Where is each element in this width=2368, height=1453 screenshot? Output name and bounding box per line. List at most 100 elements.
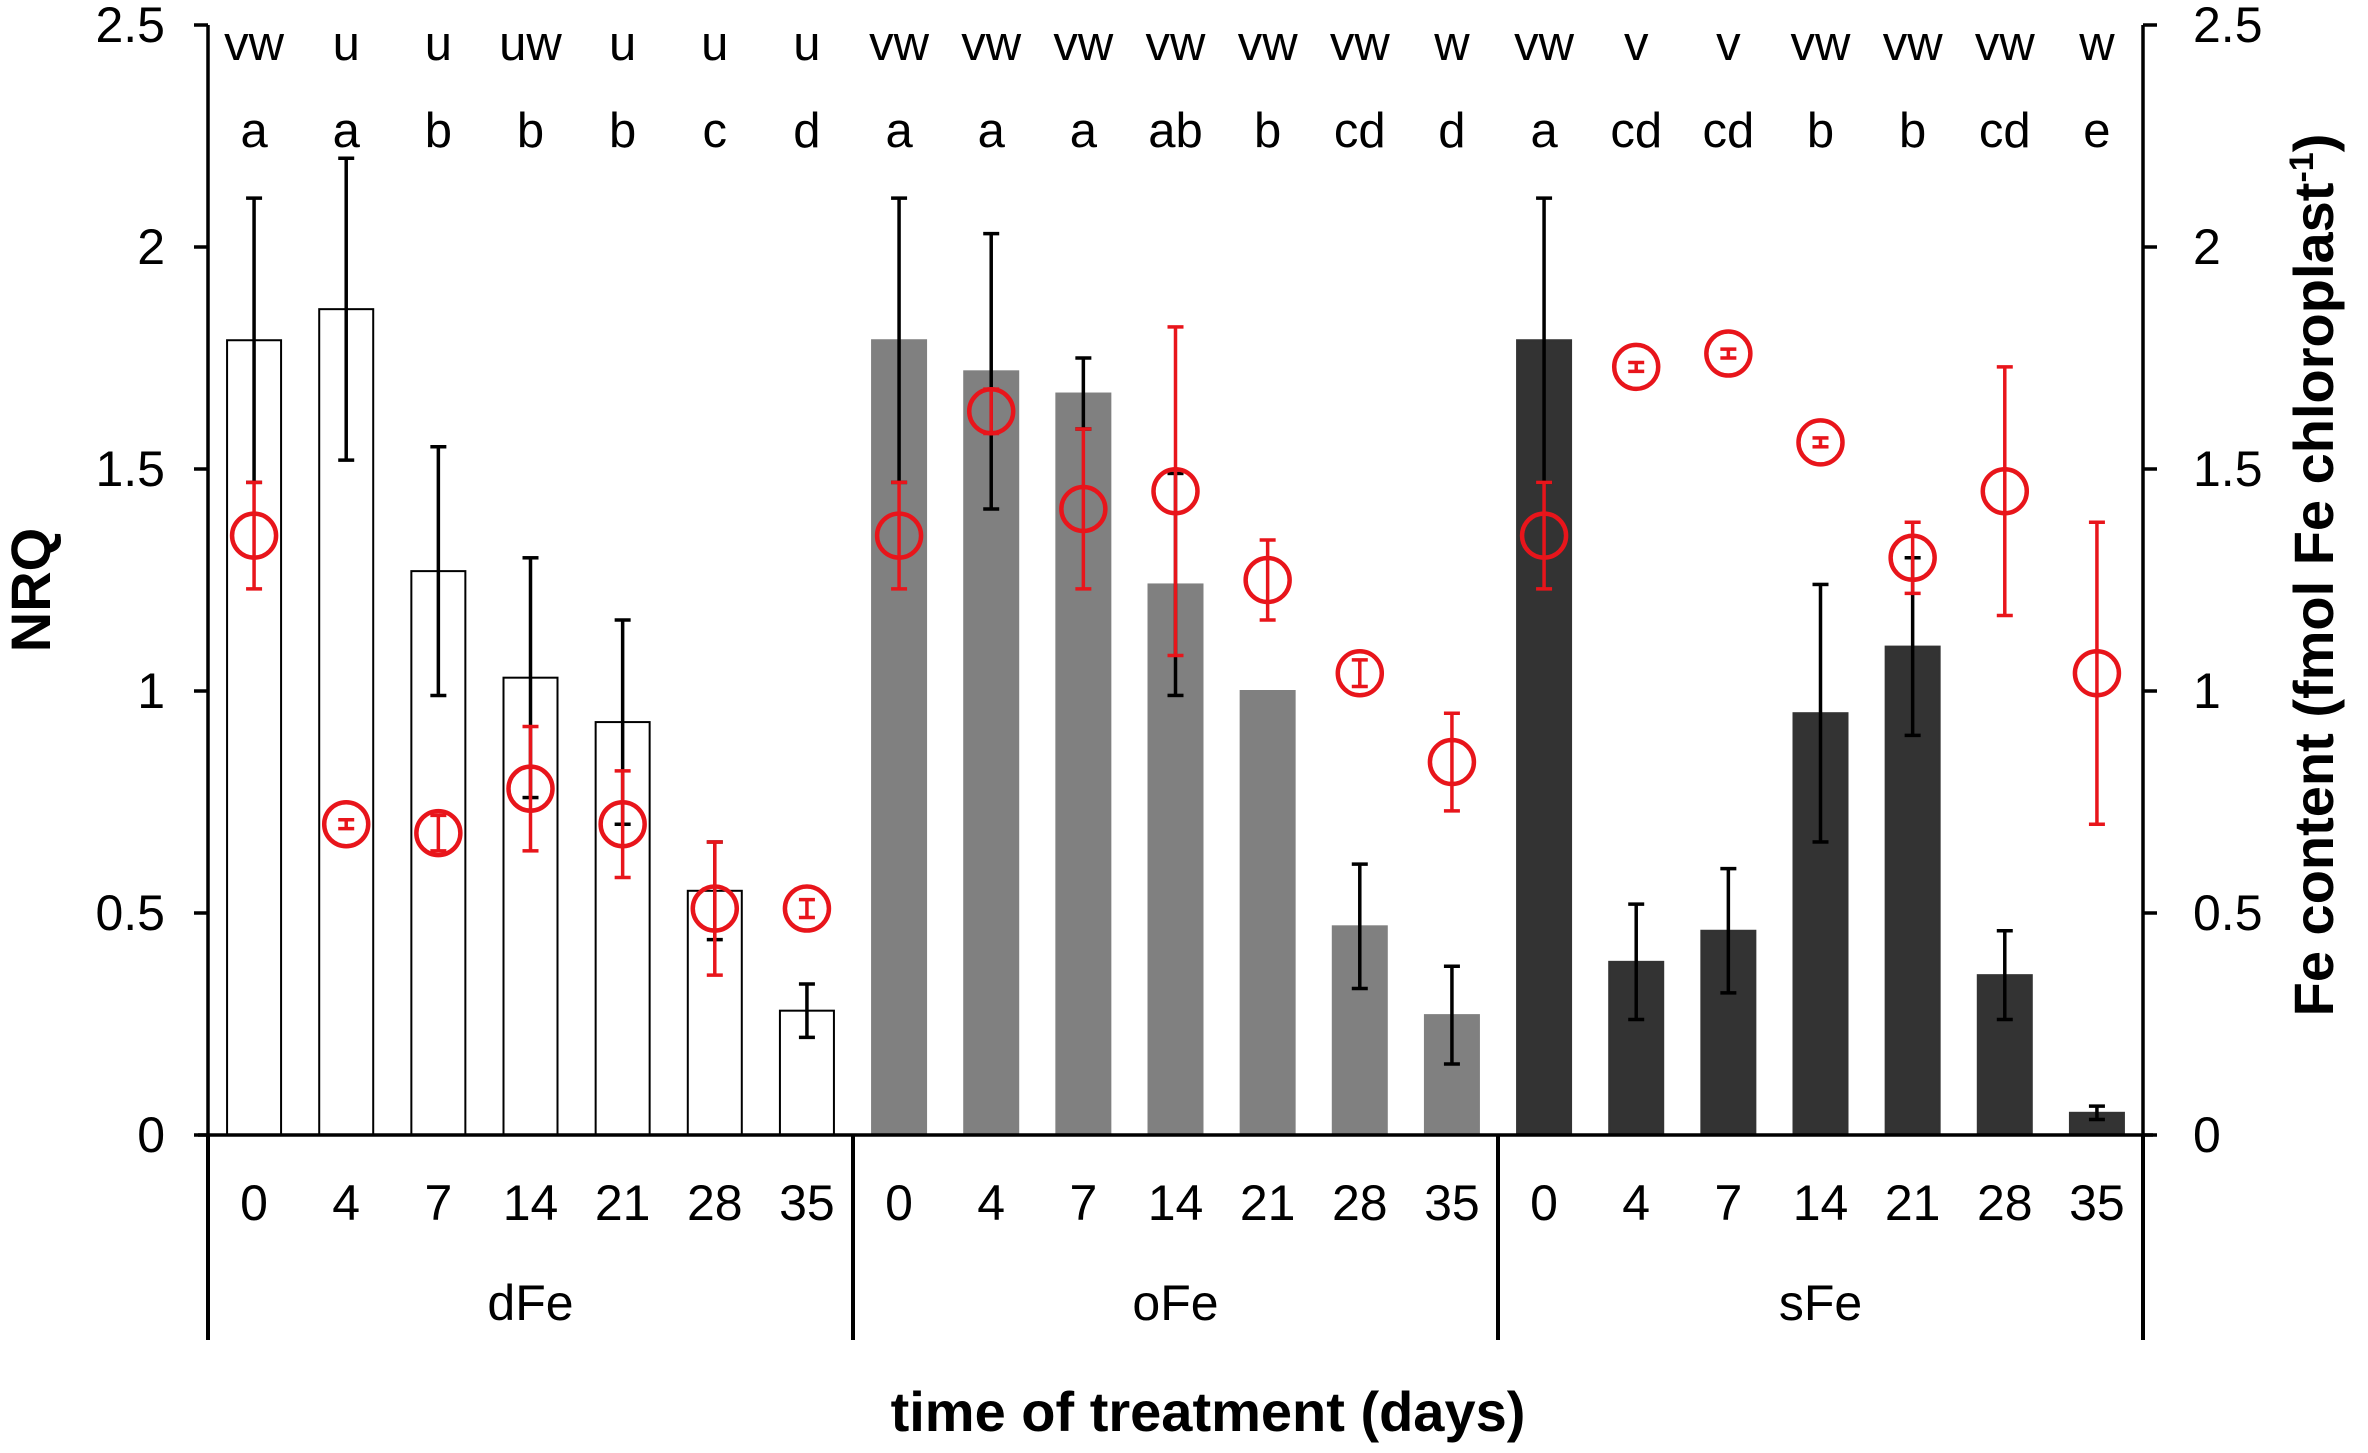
fe-content-markers <box>229 325 2122 977</box>
nrq-error-bar-sFe-day-4 <box>1628 902 1645 1022</box>
letter-bottom-oFe-day-28: cd <box>1334 104 1386 158</box>
letter-bottom-dFe-day-14: b <box>517 104 544 158</box>
letter-top-oFe-day-7: vw <box>1053 17 1114 71</box>
fe-error-bar-sFe-day-4 <box>1628 360 1645 374</box>
fe-error-bar-sFe-day-7 <box>1720 347 1737 360</box>
fe-error-bar-dFe-day-7 <box>430 813 447 853</box>
x-tick-label-oFe-day-4: 4 <box>977 1175 1005 1231</box>
letter-top-oFe-day-4: vw <box>961 17 1022 71</box>
x-tick-label-dFe-day-14: 14 <box>503 1175 559 1231</box>
x-tick-label-oFe-day-7: 7 <box>1069 1175 1097 1231</box>
letter-bottom-dFe-day-0: a <box>240 104 268 158</box>
fe-error-bar-dFe-day-35 <box>798 897 815 920</box>
letter-bottom-sFe-day-0: a <box>1530 104 1558 158</box>
x-axis-title: time of treatment (days) <box>891 1380 1526 1443</box>
y2-axis-title-superscript: -1 <box>2283 152 2321 182</box>
y-tick-label-4: 2 <box>137 219 165 275</box>
x-tick-label-oFe-day-0: 0 <box>885 1175 913 1231</box>
fe-error-bar-sFe-day-14 <box>1812 436 1829 449</box>
nrq-error-bar-oFe-day-4 <box>983 231 1000 511</box>
letter-top-sFe-day-4: v <box>1624 17 1649 71</box>
fe-error-bar-oFe-day-4 <box>983 387 1000 436</box>
nrq-error-bar-sFe-day-7 <box>1720 866 1737 995</box>
letter-bottom-oFe-day-7: a <box>1070 104 1098 158</box>
letter-top-oFe-day-21: vw <box>1238 17 1299 71</box>
letter-top-sFe-day-0: vw <box>1514 17 1575 71</box>
x-tick-label-oFe-day-35: 35 <box>1424 1175 1480 1231</box>
y2-tick-label-2: 1 <box>2193 663 2221 719</box>
group-label-dFe: dFe <box>487 1275 573 1331</box>
letter-top-dFe-day-7: u <box>425 17 452 71</box>
letter-top-sFe-day-28: vw <box>1975 17 2036 71</box>
x-tick-label-sFe-day-0: 0 <box>1530 1175 1558 1231</box>
nrq-error-bar-oFe-day-35 <box>1443 964 1460 1066</box>
letter-bottom-oFe-day-4: a <box>978 104 1006 158</box>
x-tick-label-sFe-day-14: 14 <box>1793 1175 1849 1231</box>
fe-error-bar-dFe-day-28 <box>706 840 723 977</box>
fe-error-bar-dFe-day-0 <box>246 480 263 591</box>
y2-tick-label-5: 2.5 <box>2193 0 2263 53</box>
letter-top-oFe-day-14: vw <box>1146 17 1207 71</box>
letter-bottom-oFe-day-14: ab <box>1148 104 1203 158</box>
x-tick-label-dFe-day-0: 0 <box>240 1175 268 1231</box>
fe-error-bar-dFe-day-14 <box>522 724 539 853</box>
y2-tick-label-0: 0 <box>2193 1107 2221 1163</box>
y-tick-label-0: 0 <box>137 1107 165 1163</box>
nrq-error-bar-oFe-day-28 <box>1351 862 1368 991</box>
letter-bottom-dFe-day-4: a <box>333 104 361 158</box>
fe-error-bar-sFe-day-21 <box>1904 520 1921 596</box>
axes-layer <box>194 23 2157 1340</box>
fe-error-bar-oFe-day-7 <box>1075 427 1092 591</box>
nrq-error-bar-sFe-day-35 <box>2088 1104 2105 1122</box>
letter-top-oFe-day-35: w <box>1433 17 1470 71</box>
fe-marker-sFe-day-14 <box>1796 418 1845 467</box>
x-tick-label-dFe-day-4: 4 <box>332 1175 360 1231</box>
letter-bottom-sFe-day-14: b <box>1807 104 1834 158</box>
x-tick-label-oFe-day-21: 21 <box>1240 1175 1296 1231</box>
letter-top-sFe-day-35: w <box>2078 17 2115 71</box>
x-tick-label-sFe-day-7: 7 <box>1714 1175 1742 1231</box>
x-tick-label-sFe-day-4: 4 <box>1622 1175 1650 1231</box>
bar-oFe-day-21 <box>1239 690 1296 1136</box>
x-tick-label-sFe-day-35: 35 <box>2069 1175 2125 1231</box>
y2-axis-title-main: Fe content (fmol Fe chloroplast <box>2282 183 2345 1017</box>
fe-error-bar-oFe-day-35 <box>1443 711 1460 813</box>
letter-bottom-dFe-day-7: b <box>425 104 452 158</box>
labels-layer: vwa0ua4ub7uwb14ub21uc28ud35dFevwa0vwa4vw… <box>95 0 2262 1331</box>
letter-top-sFe-day-14: vw <box>1791 17 1852 71</box>
letter-bottom-sFe-day-28: cd <box>1979 104 2031 158</box>
x-tick-label-sFe-day-28: 28 <box>1977 1175 2033 1231</box>
fe-error-bar-oFe-day-21 <box>1259 538 1276 622</box>
x-tick-label-sFe-day-21: 21 <box>1885 1175 1941 1231</box>
fe-error-bar-sFe-day-0 <box>1536 480 1553 591</box>
fe-marker-sFe-day-7 <box>1704 329 1753 378</box>
letter-top-dFe-day-4: u <box>333 17 360 71</box>
letter-bottom-sFe-day-35: e <box>2083 104 2110 158</box>
letter-bottom-oFe-day-35: d <box>1438 104 1465 158</box>
letter-top-sFe-day-7: v <box>1716 17 1741 71</box>
nrq-error-bar-sFe-day-28 <box>1996 929 2013 1022</box>
x-tick-label-dFe-day-28: 28 <box>687 1175 743 1231</box>
y2-tick-label-1: 0.5 <box>2193 885 2263 941</box>
x-tick-label-oFe-day-28: 28 <box>1332 1175 1388 1231</box>
letter-bottom-oFe-day-0: a <box>885 104 913 158</box>
y2-tick-label-3: 1.5 <box>2193 441 2263 497</box>
fe-error-bar-oFe-day-14 <box>1167 325 1184 658</box>
letter-top-dFe-day-0: vw <box>224 17 285 71</box>
group-label-sFe: sFe <box>1779 1275 1862 1331</box>
nrq-error-bar-sFe-day-14 <box>1812 582 1829 844</box>
y2-axis-title: Fe content (fmol Fe chloroplast-1) <box>2282 134 2345 1017</box>
letter-top-dFe-day-28: u <box>701 17 728 71</box>
fe-marker-dFe-day-4 <box>321 799 371 849</box>
letter-bottom-dFe-day-21: b <box>609 104 636 158</box>
fe-error-bar-sFe-day-35 <box>2088 520 2105 826</box>
fe-marker-sFe-day-4 <box>1611 342 1661 392</box>
letter-top-dFe-day-35: u <box>793 17 820 71</box>
letter-bottom-oFe-day-21: b <box>1254 104 1281 158</box>
y-tick-label-1: 0.5 <box>95 885 165 941</box>
fe-marker-dFe-day-35 <box>782 884 832 933</box>
fe-marker-dFe-day-7 <box>414 808 463 858</box>
letter-bottom-sFe-day-21: b <box>1899 104 1926 158</box>
y-axis-title: NRQ <box>0 528 62 652</box>
